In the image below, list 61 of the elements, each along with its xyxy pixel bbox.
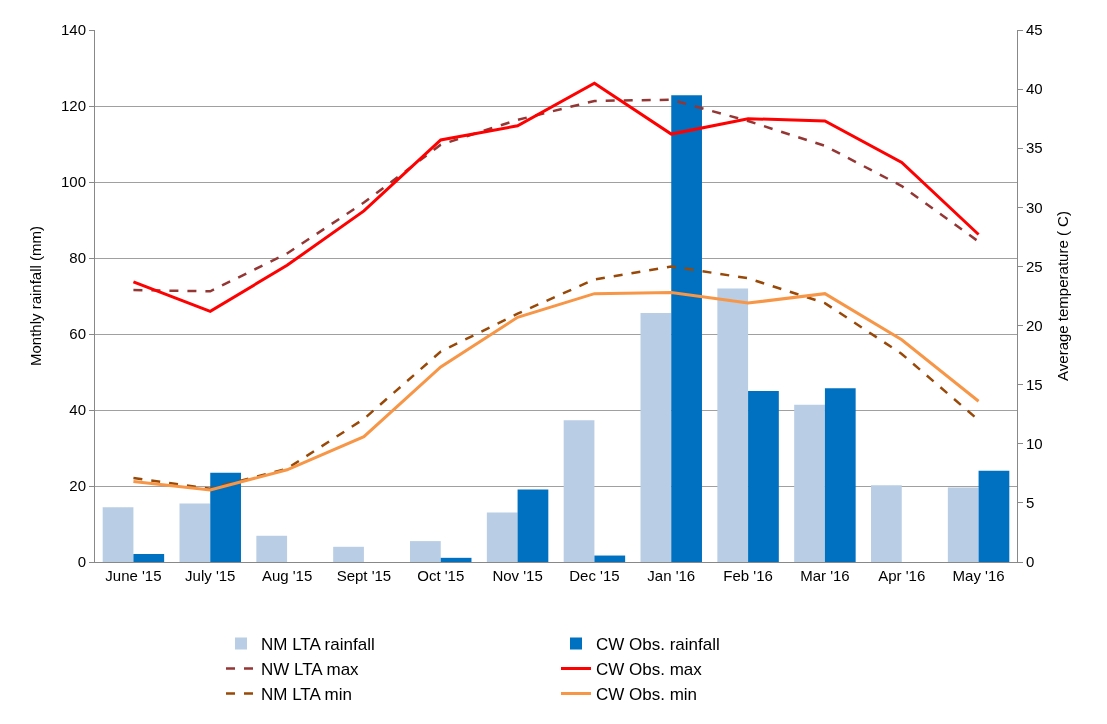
bar	[717, 288, 749, 562]
bar	[486, 512, 518, 562]
x-tick-label: Dec '15	[569, 567, 620, 584]
legend-label: CW Obs. rainfall	[596, 635, 720, 655]
y-tick-label: 40	[69, 401, 86, 419]
y2-tick-label: 30	[1026, 198, 1043, 216]
bar	[563, 420, 595, 562]
x-tick-label: Oct '15	[417, 567, 465, 584]
y2-tick-label: 15	[1026, 375, 1043, 393]
y2-tick-label: 40	[1026, 80, 1043, 98]
legend-label: NW LTA max	[261, 660, 360, 680]
y2-tick-label: 0	[1026, 553, 1035, 571]
y2-tick-label: 10	[1026, 435, 1043, 453]
y-tick-label: 140	[60, 21, 86, 39]
y-axis-title: Monthly rainfall (mm)	[27, 225, 45, 367]
x-tick-label: May '16	[952, 567, 1005, 584]
x-tick-label: Apr '16	[878, 567, 926, 584]
x-tick-label: June '15	[105, 567, 162, 584]
y-tick-label: 20	[69, 477, 86, 495]
y2-axis-title: Average temperature ( C)	[1053, 211, 1071, 381]
bar	[133, 554, 165, 562]
y2-tick-label: 5	[1026, 494, 1035, 512]
legend-label: NM LTA rainfall	[261, 635, 375, 655]
y-tick-label: 80	[69, 249, 86, 267]
line-series	[131, 81, 981, 313]
bar	[947, 487, 979, 562]
bar	[748, 391, 779, 562]
y2-tick-label: 45	[1026, 21, 1043, 39]
bar	[978, 470, 1010, 562]
x-tick-label: Feb '16	[723, 567, 773, 584]
bar	[256, 535, 288, 562]
bar	[794, 404, 825, 562]
y2-tick-label: 35	[1026, 139, 1043, 157]
y-tick-label: 100	[60, 173, 86, 191]
bar	[179, 503, 211, 562]
legend-label: CW Obs. max	[596, 660, 703, 680]
x-tick-label: Sept '15	[336, 567, 392, 584]
y2-tick-label: 25	[1026, 257, 1043, 275]
bar	[517, 489, 549, 562]
bar	[594, 555, 626, 562]
bar	[210, 472, 241, 562]
bar	[333, 546, 364, 562]
line-series	[132, 98, 980, 293]
x-tick-label: Aug '15	[261, 567, 313, 584]
x-tick-label: Jan '16	[647, 567, 696, 584]
legend-label: NM LTA min	[261, 685, 352, 705]
bar	[871, 485, 902, 562]
bar	[440, 557, 472, 562]
x-tick-label: Nov '15	[492, 567, 543, 584]
bar	[640, 313, 672, 562]
y-tick-label: 60	[69, 325, 86, 343]
y-tick-label: 0	[77, 553, 86, 571]
bar	[410, 541, 441, 562]
y-tick-label: 120	[60, 97, 86, 115]
bar	[671, 95, 702, 562]
x-tick-label: July '15	[185, 567, 236, 584]
x-tick-label: Mar '16	[800, 567, 850, 584]
legend-label: CW Obs. min	[596, 685, 698, 705]
y2-tick-label: 20	[1026, 316, 1043, 334]
bar	[102, 507, 134, 562]
bar	[824, 388, 856, 562]
